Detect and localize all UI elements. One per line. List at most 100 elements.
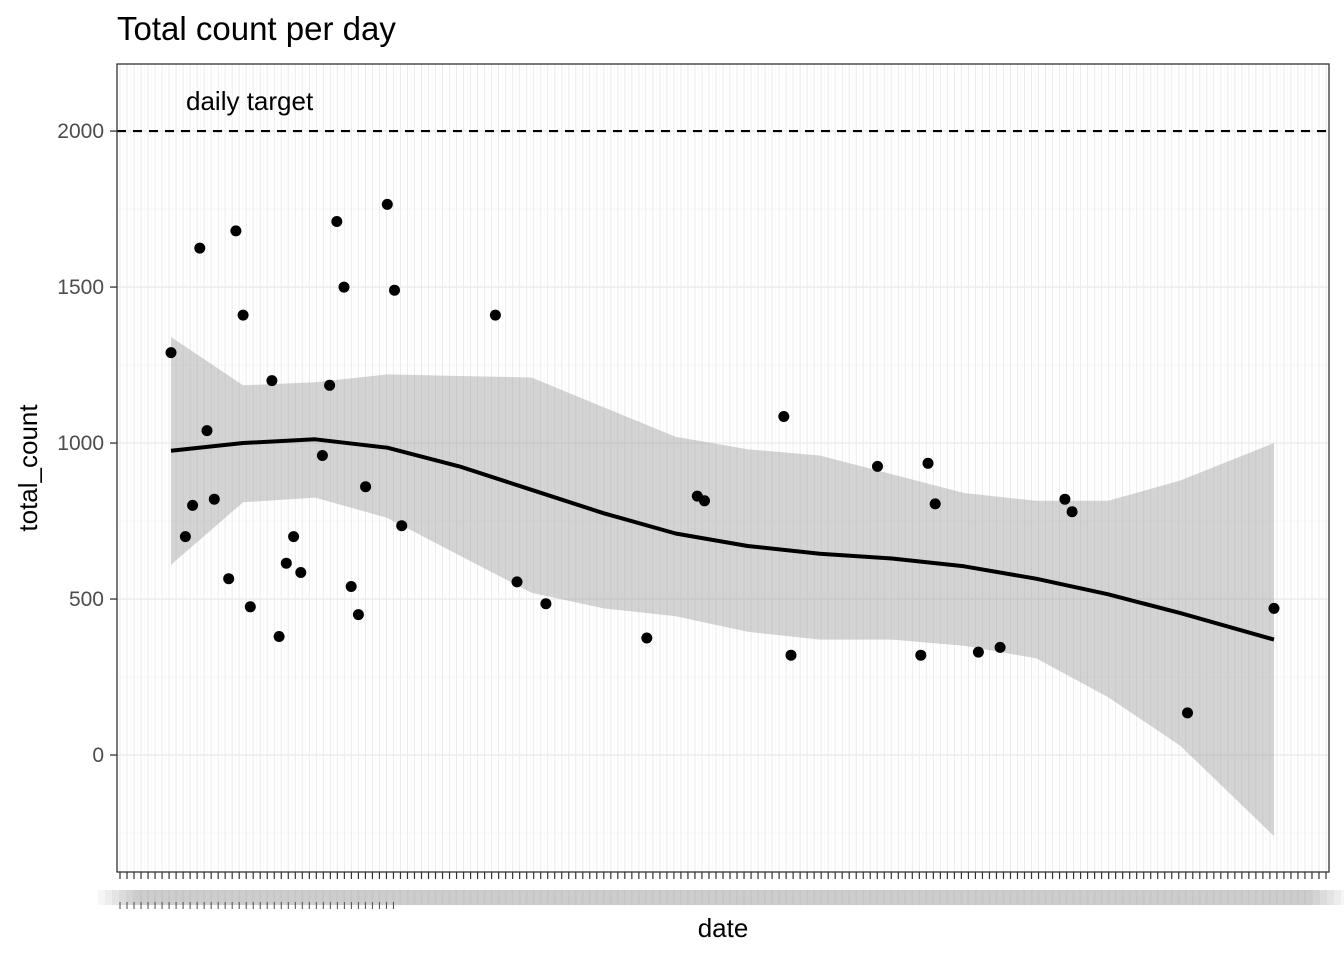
y-tick-label: 0 bbox=[92, 744, 104, 767]
x-tick-label-mark bbox=[799, 890, 844, 905]
x-tick-label-mark bbox=[147, 890, 192, 905]
data-point bbox=[316, 450, 328, 461]
x-tick-label-mark bbox=[1051, 890, 1096, 905]
data-point bbox=[331, 216, 343, 227]
x-tick-label-mark bbox=[918, 890, 963, 905]
smooth-fit-line bbox=[170, 437, 1275, 642]
x-tick-label-mark bbox=[771, 890, 816, 905]
data-point bbox=[396, 520, 408, 532]
x-tick-label-mark bbox=[504, 890, 549, 905]
data-point bbox=[929, 498, 941, 510]
x-tick-label-mark bbox=[813, 890, 858, 905]
x-tick-label-mark bbox=[876, 890, 921, 905]
x-tick-label-mark bbox=[322, 890, 367, 905]
x-tick-label-mark bbox=[511, 890, 556, 905]
x-tick-label-mark bbox=[1072, 890, 1117, 905]
x-tick-label-mark bbox=[231, 890, 276, 905]
x-tick-label-mark bbox=[357, 890, 402, 905]
x-tick-label-mark bbox=[897, 890, 942, 905]
data-point bbox=[194, 242, 206, 254]
x-tick-label-mark bbox=[1016, 890, 1061, 905]
data-point bbox=[223, 573, 235, 585]
x-tick-label-mark bbox=[1002, 890, 1047, 905]
x-tick-label-mark bbox=[182, 890, 227, 905]
x-tick-label-mark bbox=[883, 890, 928, 905]
data-point bbox=[1182, 707, 1193, 719]
x-tick-label-mark bbox=[546, 890, 591, 905]
x-tick-label-mark bbox=[939, 890, 984, 905]
data-point bbox=[489, 309, 501, 321]
x-tick-label-mark bbox=[399, 890, 444, 905]
x-tick-label-mark bbox=[392, 890, 437, 905]
x-tick-label-mark bbox=[1009, 890, 1054, 905]
x-tick-label-mark bbox=[483, 890, 528, 905]
x-tick-label-mark bbox=[203, 890, 248, 905]
x-tick-label-mark bbox=[953, 890, 998, 905]
x-tick-label-mark bbox=[539, 890, 584, 905]
x-tick-label-mark bbox=[574, 890, 619, 905]
x-tick-label-mark bbox=[1135, 890, 1180, 905]
x-tick-label-mark bbox=[588, 890, 633, 905]
x-tick-label-mark bbox=[560, 890, 605, 905]
x-tick-label-mark bbox=[925, 890, 970, 905]
x-tick-label-mark bbox=[476, 890, 521, 905]
x-tick-label-mark bbox=[126, 890, 170, 905]
x-tick-label-mark bbox=[1065, 890, 1110, 905]
x-tick-label-mark bbox=[266, 890, 311, 905]
x-tick-label-mark bbox=[658, 890, 703, 905]
x-tick-label-mark bbox=[1079, 890, 1124, 905]
x-tick-label-mark bbox=[301, 890, 346, 905]
x-tick-label-mark bbox=[651, 890, 696, 905]
x-tick-label-mark bbox=[189, 890, 234, 905]
x-tick-label-mark bbox=[364, 890, 409, 905]
x-tick-label-mark bbox=[904, 890, 949, 905]
x-tick-label-mark bbox=[350, 890, 395, 905]
x-tick-label-mark bbox=[834, 890, 879, 905]
x-tick-label-mark bbox=[196, 890, 241, 905]
x-tick-label-mark bbox=[434, 890, 479, 905]
x-tick-label-mark bbox=[911, 890, 956, 905]
x-tick-label-mark bbox=[595, 890, 640, 905]
data-point bbox=[273, 631, 285, 642]
x-tick-label-mark bbox=[1198, 890, 1243, 905]
reference-line-label: daily target bbox=[186, 86, 314, 116]
data-point bbox=[324, 379, 336, 391]
x-tick-label-mark bbox=[1058, 890, 1103, 905]
x-tick-label-mark bbox=[995, 890, 1040, 905]
x-tick-label-mark bbox=[616, 890, 661, 905]
x-tick-label-mark bbox=[869, 890, 914, 905]
x-tick-label-mark bbox=[105, 890, 149, 905]
x-tick-label-mark bbox=[1107, 890, 1152, 905]
y-tick-label: 1500 bbox=[57, 276, 104, 299]
x-tick-label-mark bbox=[119, 890, 163, 905]
data-point bbox=[280, 557, 292, 569]
x-tick-label-mark bbox=[385, 890, 430, 905]
x-tick-label-mark bbox=[1163, 890, 1208, 905]
data-point bbox=[266, 375, 278, 387]
x-tick-label-mark bbox=[238, 890, 283, 905]
x-tick-label-mark bbox=[855, 890, 900, 905]
data-point bbox=[295, 567, 307, 578]
data-point bbox=[994, 641, 1006, 653]
y-tick-label: 1000 bbox=[57, 432, 104, 455]
data-point bbox=[288, 531, 300, 543]
data-point bbox=[165, 347, 177, 359]
data-point bbox=[972, 646, 984, 658]
x-tick-label-mark bbox=[750, 890, 795, 905]
chart-title: Total count per day bbox=[117, 10, 396, 47]
data-point bbox=[540, 598, 552, 610]
x-tick-label-mark bbox=[778, 890, 823, 905]
x-tick-label-mark bbox=[988, 890, 1033, 905]
x-tick-label-mark bbox=[1261, 890, 1306, 905]
x-tick-label-mark bbox=[469, 890, 514, 905]
x-tick-label-mark bbox=[315, 890, 360, 905]
data-point bbox=[699, 495, 710, 507]
x-tick-label-mark bbox=[708, 890, 752, 905]
x-tick-label-mark bbox=[1086, 890, 1131, 905]
y-axis-title: total_count bbox=[13, 404, 43, 532]
data-point bbox=[641, 632, 653, 644]
data-points bbox=[165, 198, 1280, 719]
x-tick-label-mark bbox=[532, 890, 577, 905]
data-point bbox=[352, 609, 364, 621]
